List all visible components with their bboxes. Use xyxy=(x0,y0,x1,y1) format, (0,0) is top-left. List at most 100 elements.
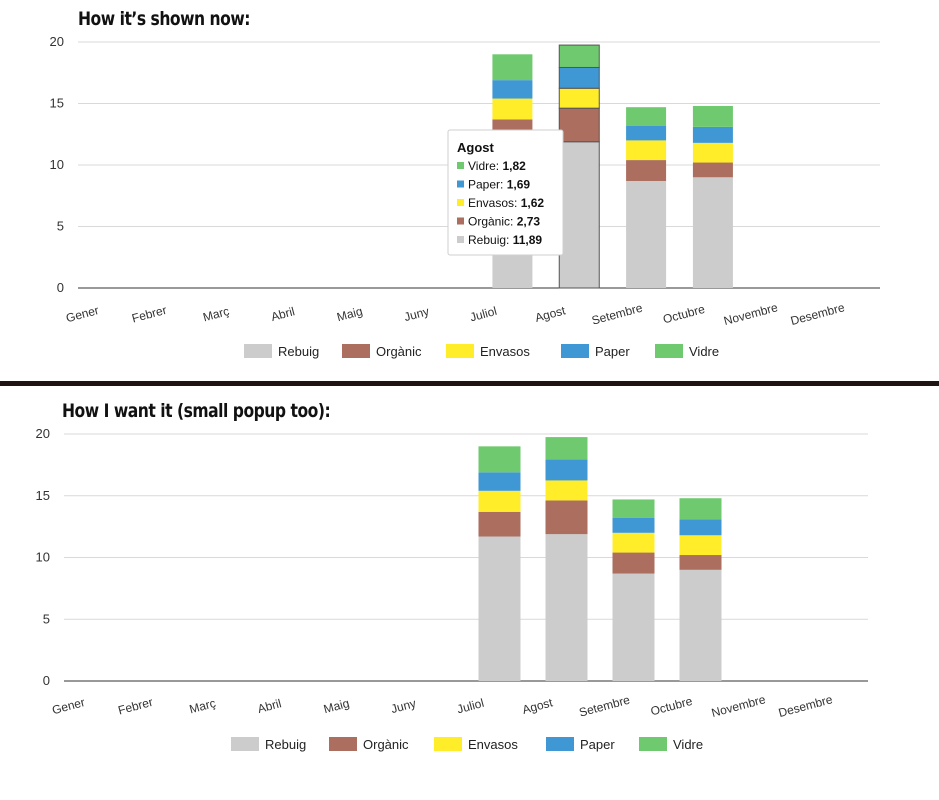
legend-label: Vidre xyxy=(673,737,703,752)
x-tick-label-abril: Abril xyxy=(269,304,296,324)
x-tick-label-desembre: Desembre xyxy=(777,692,834,720)
legend-item-paper[interactable]: Paper xyxy=(561,344,630,359)
legend-item-vidre[interactable]: Vidre xyxy=(639,737,703,752)
y-tick-label: 0 xyxy=(57,280,64,295)
bar-segment-vidre-juliol[interactable] xyxy=(478,446,521,473)
bar-segment-rebuig-octubre[interactable] xyxy=(692,177,733,288)
bar-segment-envasos-agost[interactable] xyxy=(558,87,600,109)
x-tick-label-febrer: Febrer xyxy=(117,695,155,718)
bar-segment-rebuig-juliol[interactable] xyxy=(478,536,521,681)
x-tick-label-juliol: Juliol xyxy=(468,304,498,325)
x-tick-label-maig: Maig xyxy=(322,696,351,716)
x-tick-label-febrer: Febrer xyxy=(130,303,168,326)
tooltip-value: 1,82 xyxy=(502,159,526,173)
bar-segment-paper-juliol[interactable] xyxy=(492,80,533,99)
legend-label: Rebuig xyxy=(278,344,319,359)
tooltip-value: 11,89 xyxy=(513,233,543,247)
legend-swatch xyxy=(655,344,683,358)
panel-divider xyxy=(0,381,939,386)
tooltip-value: 1,69 xyxy=(507,178,531,192)
tooltip-value: 2,73 xyxy=(517,215,541,229)
legend-item-rebuig[interactable]: Rebuig xyxy=(244,344,319,359)
legend-label: Orgànic xyxy=(363,737,409,752)
legend-swatch xyxy=(546,737,574,751)
legend-item-envasos[interactable]: Envasos xyxy=(434,737,518,752)
legend-swatch xyxy=(561,344,589,358)
tooltip-swatch xyxy=(457,236,464,243)
bar-segment-organic-setembre[interactable] xyxy=(612,552,655,574)
bar-segment-organic-octubre[interactable] xyxy=(692,162,733,178)
tooltip-popup: Agost Vidre: 1,82 Paper: 1,69 Envasos: 1,62… xyxy=(447,129,564,256)
legend-item-envasos[interactable]: Envasos xyxy=(446,344,530,359)
tooltip-row-vidre: Vidre: 1,82 xyxy=(468,159,526,173)
legend-swatch xyxy=(231,737,259,751)
top-panel-title: How it’s shown now: xyxy=(78,8,251,30)
bar-segment-paper-setembre[interactable] xyxy=(626,125,667,141)
x-tick-label-marc: Març xyxy=(188,696,217,716)
bar-segment-envasos-agost[interactable] xyxy=(545,480,588,501)
x-tick-label-gener: Gener xyxy=(64,303,100,325)
bar-segment-vidre-octubre[interactable] xyxy=(679,498,722,520)
y-tick-label: 15 xyxy=(36,488,50,503)
x-tick-label-juny: Juny xyxy=(402,304,430,324)
bar-segment-vidre-octubre[interactable] xyxy=(692,105,733,127)
y-tick-label: 20 xyxy=(50,34,64,49)
bar-segment-vidre-setembre[interactable] xyxy=(626,107,667,126)
legend-item-rebuig[interactable]: Rebuig xyxy=(231,737,306,752)
x-tick-label-novembre: Novembre xyxy=(710,692,767,720)
bar-segment-paper-juliol[interactable] xyxy=(478,472,521,491)
legend-item-vidre[interactable]: Vidre xyxy=(655,344,719,359)
bar-segment-organic-agost[interactable] xyxy=(545,500,588,535)
bar-segment-envasos-octubre[interactable] xyxy=(679,535,722,556)
y-tick-label: 5 xyxy=(43,611,50,626)
bar-segment-organic-octubre[interactable] xyxy=(679,555,722,570)
legend-label: Envasos xyxy=(468,737,518,752)
legend-item-paper[interactable]: Paper xyxy=(546,737,615,752)
bar-segment-paper-setembre[interactable] xyxy=(612,517,655,533)
bar-segment-paper-agost[interactable] xyxy=(545,459,588,481)
bar-segment-rebuig-setembre[interactable] xyxy=(612,573,655,681)
bar-segment-envasos-setembre[interactable] xyxy=(626,140,667,161)
bar-segment-vidre-agost[interactable] xyxy=(545,437,588,460)
bar-segment-rebuig-agost[interactable] xyxy=(558,141,600,289)
bar-segment-rebuig-setembre[interactable] xyxy=(626,180,667,288)
bar-segment-envasos-setembre[interactable] xyxy=(612,532,655,553)
bar-segment-envasos-octubre[interactable] xyxy=(692,142,733,163)
bar-segment-vidre-setembre[interactable] xyxy=(612,499,655,518)
bar-segment-vidre-agost[interactable] xyxy=(558,44,600,68)
bar-segment-paper-octubre[interactable] xyxy=(692,126,733,143)
tooltip-label: Envasos: xyxy=(468,196,521,210)
y-tick-label: 10 xyxy=(50,157,64,172)
bar-segment-organic-setembre[interactable] xyxy=(626,160,667,181)
x-tick-label-maig: Maig xyxy=(335,304,364,324)
tooltip-box xyxy=(447,129,564,256)
bar-segment-paper-agost[interactable] xyxy=(558,66,600,89)
bottom-stacked-bar-chart: 0 5 10 15 20 Gener Febrer Març Abril Maig Juny Juli… xyxy=(36,426,868,752)
x-tick-label-juliol: Juliol xyxy=(455,696,485,717)
x-tick-label-desembre: Desembre xyxy=(789,300,846,328)
bar-segment-paper-octubre[interactable] xyxy=(679,519,722,536)
bar-segment-organic-agost[interactable] xyxy=(558,107,600,143)
tooltip-label: Paper: xyxy=(468,178,507,192)
bar-segment-rebuig-agost[interactable] xyxy=(545,534,588,681)
legend-swatch xyxy=(446,344,474,358)
tooltip-row-paper: Paper: 1,69 xyxy=(468,178,530,192)
bar-segment-vidre-juliol[interactable] xyxy=(492,54,533,81)
legend-item-organic[interactable]: Orgànic xyxy=(342,344,422,359)
bar-segment-envasos-juliol[interactable] xyxy=(492,98,533,120)
legend-swatch xyxy=(342,344,370,358)
x-tick-label-marc: Març xyxy=(201,304,230,324)
y-tick-label: 10 xyxy=(36,550,50,565)
tooltip-row-envasos: Envasos: 1,62 xyxy=(468,196,544,210)
legend-swatch xyxy=(639,737,667,751)
x-tick-label-octubre: Octubre xyxy=(649,694,694,719)
tooltip-swatch xyxy=(457,199,464,206)
legend-item-organic[interactable]: Orgànic xyxy=(329,737,409,752)
bar-segment-rebuig-octubre[interactable] xyxy=(679,569,722,681)
bar-segment-envasos-juliol[interactable] xyxy=(478,490,521,512)
tooltip-value: 1,62 xyxy=(521,196,545,210)
bar-segment-organic-juliol[interactable] xyxy=(478,511,521,537)
legend-label: Paper xyxy=(595,344,630,359)
tooltip-swatch xyxy=(457,217,464,225)
x-tick-label-abril: Abril xyxy=(256,696,283,716)
